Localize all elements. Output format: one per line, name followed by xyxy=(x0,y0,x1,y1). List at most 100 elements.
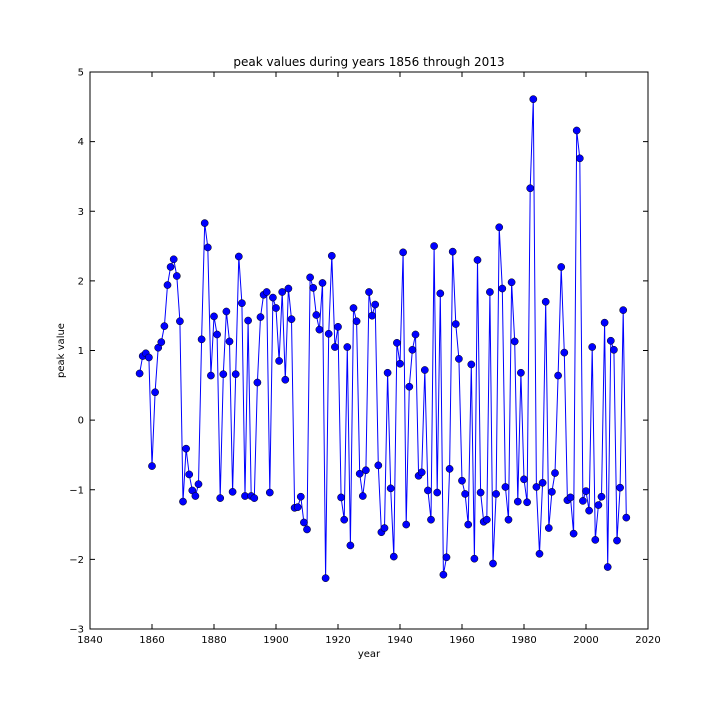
data-point xyxy=(272,304,280,312)
data-point xyxy=(464,520,473,529)
data-point xyxy=(420,366,429,374)
data-point xyxy=(194,480,203,489)
data-point xyxy=(287,315,296,324)
data-point xyxy=(489,559,497,568)
data-point xyxy=(473,256,482,264)
data-point xyxy=(315,325,324,334)
data-point xyxy=(569,529,578,538)
data-point xyxy=(203,243,212,252)
data-point xyxy=(616,483,624,492)
data-point xyxy=(606,336,615,345)
data-point xyxy=(281,375,290,384)
data-point xyxy=(610,345,618,354)
data-point xyxy=(399,248,407,257)
data-point xyxy=(148,462,156,470)
data-point xyxy=(619,306,628,314)
data-point xyxy=(492,490,500,498)
data-point xyxy=(151,388,159,397)
data-point xyxy=(228,487,237,496)
data-point xyxy=(135,369,144,378)
data-point xyxy=(380,524,389,532)
data-point xyxy=(334,322,342,331)
y-tick-label: 2 xyxy=(78,276,84,287)
data-point xyxy=(566,493,575,502)
data-point xyxy=(265,488,274,497)
data-point xyxy=(594,501,603,509)
chart-title: peak values during years 1856 through 20… xyxy=(233,55,504,69)
data-point xyxy=(234,252,243,261)
data-point xyxy=(554,371,562,380)
data-point xyxy=(597,492,606,501)
data-point xyxy=(225,337,234,346)
data-point xyxy=(160,322,169,330)
plot-area-frame xyxy=(89,71,649,630)
data-point xyxy=(340,515,349,524)
data-point xyxy=(210,312,218,321)
data-point xyxy=(169,255,178,264)
data-point xyxy=(622,513,631,522)
data-point xyxy=(166,263,175,271)
data-point xyxy=(445,465,454,473)
x-tick-label: 2000 xyxy=(573,635,598,646)
data-point xyxy=(603,563,612,571)
data-point xyxy=(424,486,432,495)
data-point xyxy=(182,444,190,453)
data-point xyxy=(458,476,466,485)
data-point xyxy=(467,360,476,369)
data-point xyxy=(176,317,184,326)
data-point xyxy=(517,368,525,377)
data-point xyxy=(548,487,556,496)
data-point xyxy=(557,263,566,271)
data-point xyxy=(343,343,352,351)
data-point xyxy=(179,497,187,506)
data-point xyxy=(303,525,311,534)
data-point xyxy=(253,378,262,387)
x-tick-label: 1960 xyxy=(449,635,474,646)
data-point xyxy=(172,272,181,280)
data-point xyxy=(296,492,305,501)
data-point xyxy=(293,503,302,512)
data-point xyxy=(455,355,463,363)
data-point xyxy=(256,313,265,321)
data-point xyxy=(427,515,435,524)
data-point xyxy=(448,247,457,256)
data-point xyxy=(352,317,361,326)
data-point xyxy=(442,553,451,562)
x-axis-label: year xyxy=(358,649,381,660)
data-point xyxy=(250,494,259,502)
data-point xyxy=(588,343,597,351)
y-tick-label: 5 xyxy=(78,68,84,79)
data-point xyxy=(278,288,287,296)
data-point xyxy=(219,370,228,379)
data-point xyxy=(321,574,330,583)
data-point xyxy=(470,554,479,563)
data-point xyxy=(526,184,535,193)
data-point xyxy=(238,299,246,308)
series-layer xyxy=(135,95,631,583)
data-point xyxy=(513,497,522,506)
data-point xyxy=(439,570,448,579)
data-point xyxy=(383,368,392,377)
data-point xyxy=(582,487,590,495)
data-point xyxy=(482,515,491,524)
data-point xyxy=(163,281,172,289)
data-point xyxy=(355,469,364,478)
data-point xyxy=(560,348,569,357)
x-tick-label: 1940 xyxy=(387,635,412,646)
y-tick-label: 1 xyxy=(78,346,84,357)
data-point xyxy=(408,345,417,354)
data-point xyxy=(262,288,271,296)
data-point xyxy=(600,318,609,327)
data-point xyxy=(405,382,414,391)
data-point xyxy=(371,300,380,309)
data-point xyxy=(430,242,438,250)
data-point xyxy=(393,338,401,347)
x-tick-label: 2020 xyxy=(635,635,660,646)
data-point xyxy=(324,329,333,338)
y-tick-label: 0 xyxy=(78,416,84,427)
data-point xyxy=(213,330,221,339)
y-tick-label: −3 xyxy=(69,625,84,636)
data-point xyxy=(349,304,358,312)
data-point xyxy=(284,284,293,293)
